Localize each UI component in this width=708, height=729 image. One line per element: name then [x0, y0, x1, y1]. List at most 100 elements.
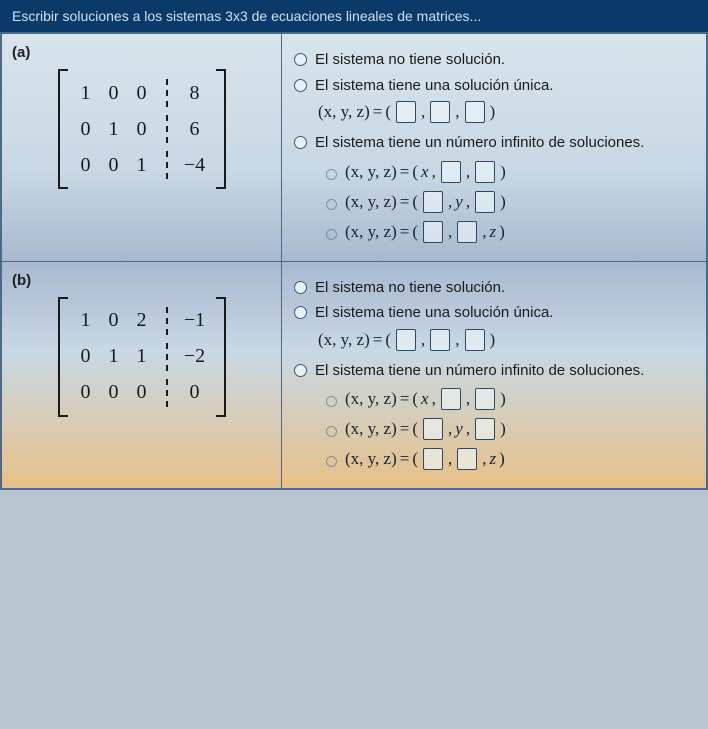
- matrix-cell: 0: [100, 309, 128, 332]
- rparen: ): [490, 102, 496, 122]
- radio-icon[interactable]: [294, 306, 307, 319]
- page-header: Escribir soluciones a los sistemas 3x3 d…: [0, 0, 708, 32]
- comma: ,: [448, 449, 452, 469]
- option-label: El sistema tiene un número infinito de s…: [315, 133, 644, 153]
- radio-icon[interactable]: [294, 136, 307, 149]
- matrix-cell: 1: [72, 309, 100, 332]
- matrix-row: 0 0 1 −4: [72, 147, 212, 183]
- radio-icon[interactable]: [326, 456, 337, 467]
- lparen: (: [412, 222, 418, 242]
- matrix-cell: 0: [72, 345, 100, 368]
- option-infinite-a[interactable]: El sistema tiene un número infinito de s…: [294, 133, 694, 153]
- option-label: El sistema tiene un número infinito de s…: [315, 361, 644, 381]
- xyz-label: (x, y, z): [345, 192, 397, 212]
- radio-icon[interactable]: [326, 396, 337, 407]
- radio-icon[interactable]: [326, 169, 337, 180]
- matrix-cell: 0: [100, 381, 128, 404]
- lparen: (: [412, 419, 418, 439]
- comma: ,: [448, 192, 452, 212]
- input-x[interactable]: [423, 191, 443, 213]
- xyz-label: (x, y, z): [345, 162, 397, 182]
- xyz-label: (x, y, z): [318, 102, 370, 122]
- lparen: (: [412, 449, 418, 469]
- radio-icon[interactable]: [326, 229, 337, 240]
- rparen: ): [490, 330, 496, 350]
- matrix-cell: 0: [128, 381, 156, 404]
- matrix-cell: 0: [100, 82, 128, 105]
- matrix-cell: 0: [178, 381, 212, 404]
- matrix-row: 0 1 1 −2: [72, 339, 212, 375]
- option-none-a[interactable]: El sistema no tiene solución.: [294, 50, 694, 70]
- matrix-cell: 2: [128, 309, 156, 332]
- matrix-cell: 6: [178, 118, 212, 141]
- input-z[interactable]: [475, 161, 495, 183]
- comma: ,: [455, 102, 459, 122]
- eq-sign: =: [400, 192, 410, 212]
- matrix-cell: 1: [128, 345, 156, 368]
- matrix-cell: 0: [128, 118, 156, 141]
- input-y[interactable]: [430, 101, 450, 123]
- rparen: ): [499, 449, 505, 469]
- radio-icon[interactable]: [294, 53, 307, 66]
- input-z[interactable]: [475, 191, 495, 213]
- lparen: (: [412, 162, 418, 182]
- comma: ,: [421, 102, 425, 122]
- var-y: y: [455, 419, 463, 439]
- part-a-right: El sistema no tiene solución. El sistema…: [282, 34, 706, 261]
- input-x[interactable]: [423, 221, 443, 243]
- aug-divider: [166, 307, 168, 335]
- subopt-b-3[interactable]: (x, y, z) = ( , , z ): [326, 448, 694, 470]
- radio-icon[interactable]: [326, 426, 337, 437]
- eq-sign: =: [400, 449, 410, 469]
- option-unique-b[interactable]: El sistema tiene una solución única.: [294, 303, 694, 323]
- input-x[interactable]: [396, 329, 416, 351]
- input-y[interactable]: [441, 161, 461, 183]
- radio-icon[interactable]: [294, 79, 307, 92]
- input-z[interactable]: [475, 418, 495, 440]
- part-b-left: (b) 1 0 2 −1 0 1 1 −2: [2, 262, 282, 489]
- input-y[interactable]: [430, 329, 450, 351]
- eq-sign: =: [400, 222, 410, 242]
- option-none-b[interactable]: El sistema no tiene solución.: [294, 278, 694, 298]
- aug-divider: [166, 343, 168, 371]
- matrix-cell: 0: [72, 381, 100, 404]
- lparen: (: [385, 330, 391, 350]
- input-y[interactable]: [441, 388, 461, 410]
- option-unique-a[interactable]: El sistema tiene una solución única.: [294, 76, 694, 96]
- var-y: y: [455, 192, 463, 212]
- rparen: ): [500, 162, 506, 182]
- subopt-b-2[interactable]: (x, y, z) = ( , y, ): [326, 418, 694, 440]
- matrix-cell: 0: [72, 118, 100, 141]
- part-a-label: (a): [12, 44, 271, 61]
- matrix-cell: 1: [100, 118, 128, 141]
- comma: ,: [455, 330, 459, 350]
- var-x: x: [421, 162, 429, 182]
- radio-icon[interactable]: [294, 281, 307, 294]
- comma: ,: [432, 389, 436, 409]
- aug-divider: [166, 379, 168, 407]
- subopt-a-2[interactable]: (x, y, z) = ( , y, ): [326, 191, 694, 213]
- radio-icon[interactable]: [294, 364, 307, 377]
- matrix-cell: −4: [178, 154, 212, 177]
- radio-icon[interactable]: [326, 199, 337, 210]
- unique-eq-b: (x, y, z) = ( , , ): [318, 329, 694, 351]
- input-x[interactable]: [423, 448, 443, 470]
- lparen: (: [412, 192, 418, 212]
- comma: ,: [448, 222, 452, 242]
- option-infinite-b[interactable]: El sistema tiene un número infinito de s…: [294, 361, 694, 381]
- comma: ,: [482, 222, 486, 242]
- comma: ,: [432, 162, 436, 182]
- input-z[interactable]: [475, 388, 495, 410]
- input-x[interactable]: [423, 418, 443, 440]
- input-z[interactable]: [465, 101, 485, 123]
- subopt-a-1[interactable]: (x, y, z) = ( x, , ): [326, 161, 694, 183]
- matrix-b-wrap: 1 0 2 −1 0 1 1 −2 0 0: [12, 297, 271, 417]
- input-y[interactable]: [457, 221, 477, 243]
- input-z[interactable]: [465, 329, 485, 351]
- var-z: z: [490, 222, 497, 242]
- input-y[interactable]: [457, 448, 477, 470]
- input-x[interactable]: [396, 101, 416, 123]
- subopt-a-3[interactable]: (x, y, z) = ( , , z ): [326, 221, 694, 243]
- comma: ,: [421, 330, 425, 350]
- subopt-b-1[interactable]: (x, y, z) = ( x, , ): [326, 388, 694, 410]
